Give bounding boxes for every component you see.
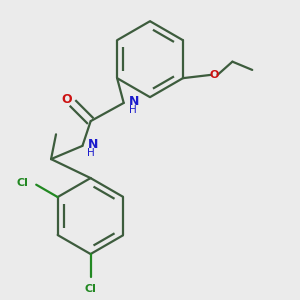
Text: N: N xyxy=(129,95,139,108)
Text: N: N xyxy=(87,138,98,151)
Text: H: H xyxy=(129,105,136,115)
Text: Cl: Cl xyxy=(85,284,97,294)
Text: O: O xyxy=(210,70,219,80)
Text: H: H xyxy=(87,148,95,158)
Text: Cl: Cl xyxy=(16,178,28,188)
Text: O: O xyxy=(61,93,72,106)
